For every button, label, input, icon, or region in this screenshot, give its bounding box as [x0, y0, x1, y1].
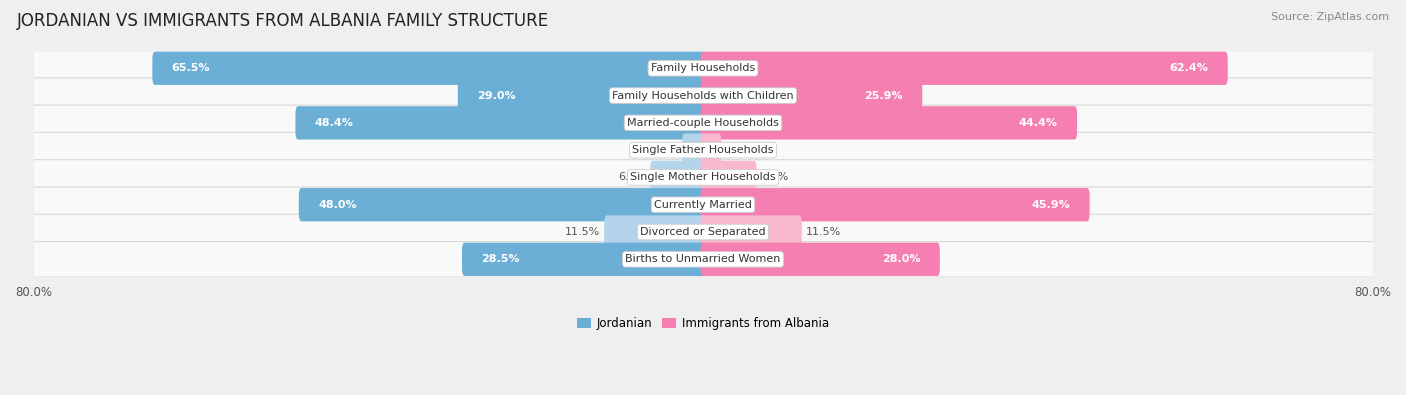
Text: 2.2%: 2.2% [650, 145, 678, 155]
Text: Family Households with Children: Family Households with Children [612, 90, 794, 101]
Text: 28.5%: 28.5% [481, 254, 520, 264]
Text: JORDANIAN VS IMMIGRANTS FROM ALBANIA FAMILY STRUCTURE: JORDANIAN VS IMMIGRANTS FROM ALBANIA FAM… [17, 12, 548, 30]
Text: Single Father Households: Single Father Households [633, 145, 773, 155]
Text: Currently Married: Currently Married [654, 200, 752, 210]
Text: 65.5%: 65.5% [172, 63, 209, 73]
FancyBboxPatch shape [651, 161, 706, 194]
Text: 11.5%: 11.5% [565, 227, 600, 237]
Text: 11.5%: 11.5% [806, 227, 841, 237]
FancyBboxPatch shape [700, 52, 1227, 85]
Text: 48.0%: 48.0% [318, 200, 357, 210]
FancyBboxPatch shape [605, 215, 706, 249]
FancyBboxPatch shape [299, 188, 706, 221]
FancyBboxPatch shape [700, 79, 922, 112]
Text: Divorced or Separated: Divorced or Separated [640, 227, 766, 237]
FancyBboxPatch shape [700, 106, 1077, 139]
Text: Births to Unmarried Women: Births to Unmarried Women [626, 254, 780, 264]
Text: Family Households: Family Households [651, 63, 755, 73]
Legend: Jordanian, Immigrants from Albania: Jordanian, Immigrants from Albania [572, 312, 834, 335]
Text: Single Mother Households: Single Mother Households [630, 173, 776, 182]
Text: 62.4%: 62.4% [1170, 63, 1209, 73]
Text: 44.4%: 44.4% [1019, 118, 1057, 128]
FancyBboxPatch shape [24, 78, 1382, 113]
Text: Married-couple Households: Married-couple Households [627, 118, 779, 128]
FancyBboxPatch shape [24, 105, 1382, 141]
FancyBboxPatch shape [682, 134, 706, 167]
FancyBboxPatch shape [463, 243, 706, 276]
FancyBboxPatch shape [700, 161, 756, 194]
FancyBboxPatch shape [700, 188, 1090, 221]
Text: Source: ZipAtlas.com: Source: ZipAtlas.com [1271, 12, 1389, 22]
Text: 28.0%: 28.0% [882, 254, 921, 264]
Text: 1.9%: 1.9% [725, 145, 754, 155]
Text: 48.4%: 48.4% [315, 118, 353, 128]
FancyBboxPatch shape [24, 214, 1382, 250]
FancyBboxPatch shape [24, 187, 1382, 222]
Text: 25.9%: 25.9% [865, 90, 903, 101]
Text: 29.0%: 29.0% [477, 90, 516, 101]
FancyBboxPatch shape [24, 242, 1382, 277]
FancyBboxPatch shape [24, 160, 1382, 195]
FancyBboxPatch shape [24, 132, 1382, 168]
FancyBboxPatch shape [24, 51, 1382, 86]
FancyBboxPatch shape [295, 106, 706, 139]
FancyBboxPatch shape [700, 215, 801, 249]
FancyBboxPatch shape [458, 79, 706, 112]
Text: 45.9%: 45.9% [1032, 200, 1070, 210]
FancyBboxPatch shape [152, 52, 706, 85]
FancyBboxPatch shape [700, 243, 939, 276]
Text: 6.0%: 6.0% [617, 173, 647, 182]
Text: 6.1%: 6.1% [761, 173, 789, 182]
FancyBboxPatch shape [700, 134, 721, 167]
